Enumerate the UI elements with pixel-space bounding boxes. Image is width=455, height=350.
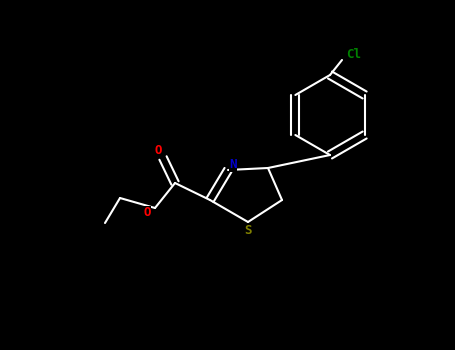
Text: Cl: Cl xyxy=(347,49,362,62)
Text: O: O xyxy=(143,205,151,218)
Text: O: O xyxy=(154,144,162,156)
Text: S: S xyxy=(244,224,252,237)
Text: N: N xyxy=(229,159,237,172)
